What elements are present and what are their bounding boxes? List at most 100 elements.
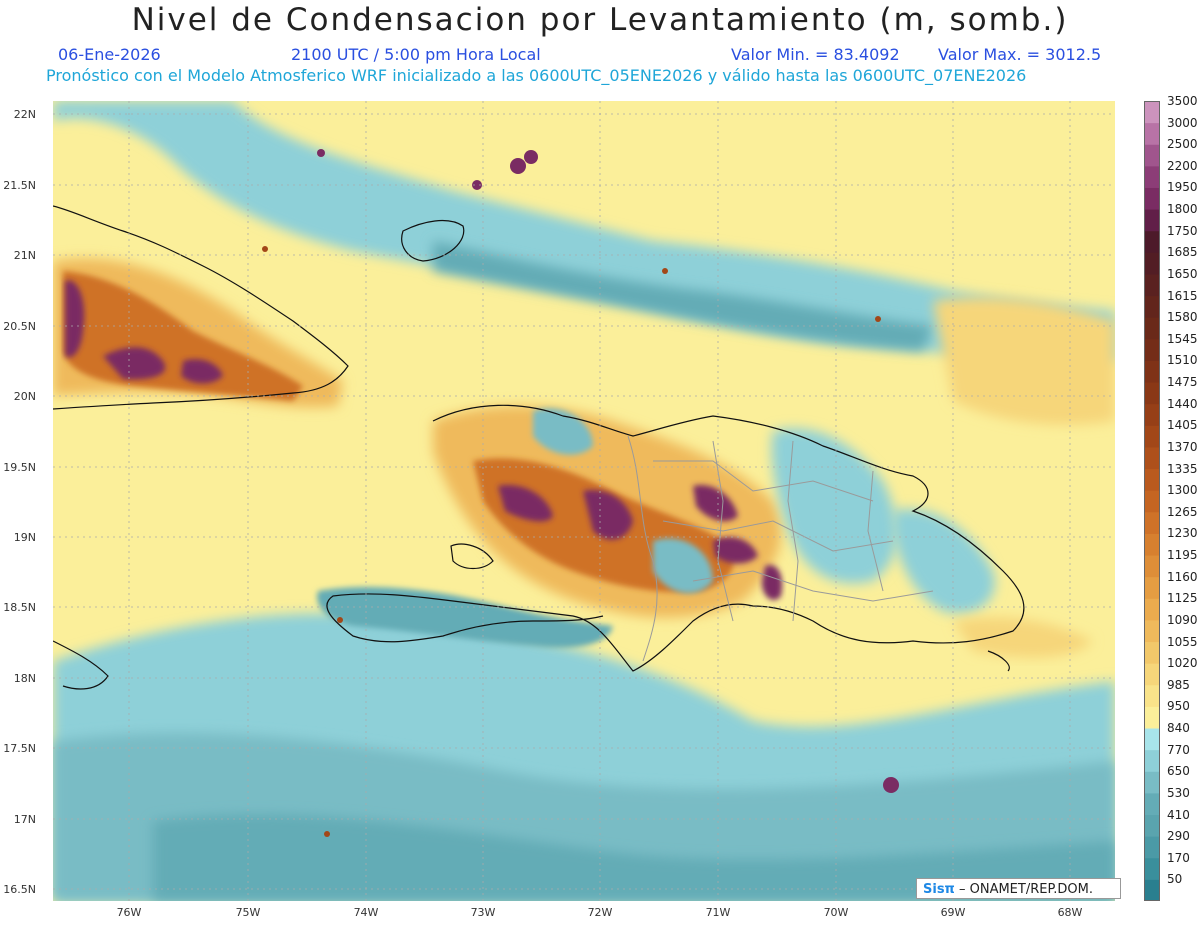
- map-title: Nivel de Condensacion por Levantamiento …: [131, 2, 1069, 38]
- sispi-logo: Sisπ: [923, 882, 955, 897]
- lon-label: 75W: [235, 906, 261, 919]
- lat-label: 19N: [13, 531, 36, 544]
- colorbar-swatch: [1144, 165, 1160, 188]
- colorbar-swatch: [1144, 857, 1160, 880]
- credit-box: Sisπ – ONAMET/REP.DOM.: [916, 878, 1121, 899]
- colorbar-level-label: 1300: [1167, 483, 1198, 498]
- colorbar-level-label: 2500: [1167, 137, 1198, 152]
- colorbar-frame: [1144, 101, 1160, 901]
- max-value: Valor Max. = 3012.5: [938, 45, 1102, 64]
- colorbar-swatch: [1144, 446, 1160, 470]
- colorbar: [1144, 101, 1160, 901]
- colorbar-level-label: 1580: [1167, 310, 1198, 325]
- lat-label: 18N: [13, 672, 36, 685]
- lon-label: 71W: [705, 906, 731, 919]
- lat-label: 19.5N: [3, 461, 36, 474]
- lat-label: 20N: [13, 390, 36, 403]
- lat-label: 17N: [13, 813, 36, 826]
- colorbar-swatch: [1144, 490, 1160, 513]
- colorbar-swatch: [1144, 252, 1160, 275]
- colorbar-level-label: 1750: [1167, 223, 1198, 238]
- colorbar-swatch: [1144, 814, 1160, 837]
- colorbar-swatch: [1144, 619, 1160, 643]
- colorbar-level-label: 1020: [1167, 656, 1198, 671]
- colorbar-swatch: [1144, 533, 1160, 556]
- colorbar-level-label: 1405: [1167, 418, 1198, 433]
- lon-label: 69W: [940, 906, 966, 919]
- colorbar-level-label: 1475: [1167, 375, 1198, 390]
- colorbar-level-label: 985: [1167, 677, 1190, 692]
- colorbar-level-label: 410: [1167, 807, 1190, 822]
- colorbar-level-label: 1125: [1167, 591, 1198, 606]
- colorbar-level-label: 1195: [1167, 548, 1198, 563]
- lat-label: 17.5N: [3, 742, 36, 755]
- colorbar-swatch: [1144, 273, 1160, 297]
- colorbar-level-label: 2200: [1167, 158, 1198, 173]
- colorbar-level-label: 3500: [1167, 94, 1198, 108]
- colorbar-swatch: [1144, 641, 1160, 664]
- credit-text: – ONAMET/REP.DOM.: [958, 882, 1094, 897]
- lon-label: 68W: [1057, 906, 1083, 919]
- colorbar-swatch: [1144, 295, 1160, 318]
- min-value: Valor Min. = 83.4092: [731, 45, 900, 64]
- lon-label: 74W: [353, 906, 379, 919]
- colorbar-level-label: 1510: [1167, 353, 1198, 368]
- map-area: [53, 101, 1115, 901]
- colorbar-swatch: [1144, 382, 1160, 405]
- colorbar-swatch: [1144, 771, 1160, 794]
- lat-label: 16.5N: [3, 883, 36, 896]
- lat-label: 21N: [13, 249, 36, 262]
- colorbar-level-label: 170: [1167, 850, 1190, 865]
- lat-label: 20.5N: [3, 320, 36, 333]
- colorbar-level-label: 950: [1167, 699, 1190, 714]
- colorbar-swatch: [1144, 230, 1160, 253]
- colorbar-level-label: 1055: [1167, 634, 1198, 649]
- colorbar-swatch: [1144, 879, 1160, 901]
- colorbar-level-label: 1650: [1167, 266, 1198, 281]
- colorbar-swatch: [1144, 209, 1160, 232]
- colorbar-level-label: 3000: [1167, 115, 1198, 130]
- colorbar-level-label: 1230: [1167, 526, 1198, 541]
- colorbar-level-label: 770: [1167, 742, 1190, 757]
- colorbar-level-label: 1950: [1167, 180, 1198, 195]
- colorbar-level-label: 1800: [1167, 202, 1198, 217]
- colorbar-swatch: [1144, 511, 1160, 534]
- colorbar-level-label: 1370: [1167, 439, 1198, 454]
- colorbar-level-label: 1335: [1167, 461, 1198, 476]
- lat-label: 21.5N: [3, 179, 36, 192]
- lon-label: 70W: [823, 906, 849, 919]
- lat-label: 18.5N: [3, 601, 36, 614]
- lon-label: 76W: [116, 906, 142, 919]
- colorbar-swatch: [1144, 576, 1160, 599]
- colorbar-swatch: [1144, 317, 1160, 340]
- colorbar-level-label: 1545: [1167, 331, 1198, 346]
- colorbar-swatch: [1144, 468, 1160, 491]
- colorbar-swatch: [1144, 555, 1160, 578]
- colorbar-swatch: [1144, 338, 1160, 361]
- colorbar-level-label: 1615: [1167, 288, 1198, 303]
- colorbar-swatch: [1144, 598, 1160, 621]
- colorbar-swatch: [1144, 144, 1160, 167]
- colorbar-level-label: 650: [1167, 764, 1190, 779]
- lat-label: 22N: [13, 108, 36, 121]
- colorbar-swatch: [1144, 663, 1160, 686]
- colorbar-level-label: 530: [1167, 785, 1190, 800]
- colorbar-swatch: [1144, 706, 1160, 729]
- lon-label: 73W: [470, 906, 496, 919]
- colorbar-swatch: [1144, 122, 1160, 145]
- colorbar-swatch: [1144, 792, 1160, 816]
- colorbar-swatch: [1144, 684, 1160, 707]
- colorbar-swatch: [1144, 749, 1160, 772]
- colorbar-swatch: [1144, 360, 1160, 383]
- colorbar-swatch: [1144, 728, 1160, 751]
- colorbar-swatch: [1144, 187, 1160, 210]
- colorbar-level-label: 290: [1167, 829, 1190, 844]
- colorbar-level-label: 1440: [1167, 396, 1198, 411]
- forecast-time: 2100 UTC / 5:00 pm Hora Local: [291, 45, 541, 64]
- colorbar-swatch: [1144, 403, 1160, 426]
- colorbar-level-label: 840: [1167, 721, 1190, 736]
- colorbar-swatch: [1144, 101, 1160, 124]
- colorbar-level-label: 1685: [1167, 245, 1198, 260]
- colorbar-swatch: [1144, 425, 1160, 448]
- colorbar-swatch: [1144, 836, 1160, 859]
